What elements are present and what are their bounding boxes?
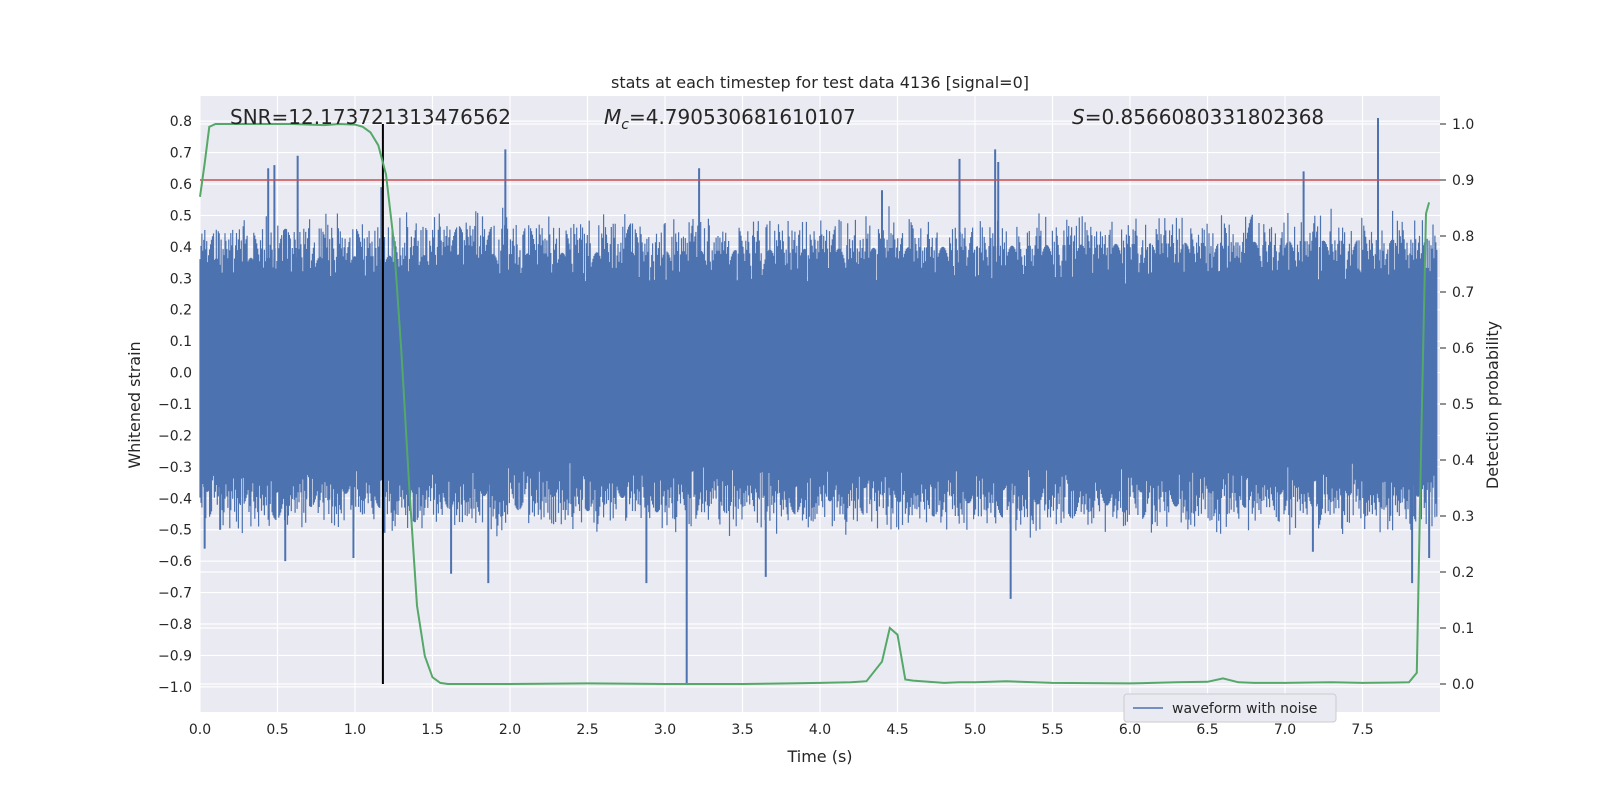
mc-symbol: M bbox=[604, 105, 621, 129]
y-right-tick-label: 0.8 bbox=[1452, 229, 1474, 245]
y-right-tick-label: 0.5 bbox=[1452, 397, 1474, 413]
mc-value: =4.790530681610107 bbox=[629, 105, 856, 129]
y-right-axis-ticks: 1.0 0.9 0.8 0.7 0.6 0.5 0.4 0.3 0.2 0.1 0.0 bbox=[1440, 117, 1474, 693]
x-tick-label: 6.5 bbox=[1196, 722, 1218, 738]
x-tick-label: 4.5 bbox=[886, 722, 908, 738]
y-right-tick-label: 0.0 bbox=[1452, 677, 1474, 693]
y-left-tick-label: −0.3 bbox=[158, 460, 192, 476]
y-left-tick-label: −0.1 bbox=[158, 397, 192, 413]
legend-label: waveform with noise bbox=[1172, 701, 1317, 717]
y-left-tick-label: 0.3 bbox=[170, 271, 192, 287]
x-tick-label: 3.5 bbox=[731, 722, 753, 738]
x-tick-label: 2.5 bbox=[576, 722, 598, 738]
x-tick-label: 5.0 bbox=[964, 722, 986, 738]
y-left-tick-label: 0.8 bbox=[170, 114, 192, 130]
x-tick-label: 5.5 bbox=[1041, 722, 1063, 738]
y-left-tick-label: 0.5 bbox=[170, 208, 192, 224]
s-value: =0.8566080331802368 bbox=[1085, 105, 1324, 129]
x-tick-label: 4.0 bbox=[809, 722, 831, 738]
chart-title: stats at each timestep for test data 413… bbox=[611, 73, 1029, 92]
y-left-tick-label: −0.5 bbox=[158, 523, 192, 539]
y-left-tick-label: −1.0 bbox=[158, 680, 192, 696]
y-left-tick-label: −0.7 bbox=[158, 586, 192, 602]
snr-annotation: SNR=12.173721313476562 bbox=[230, 105, 511, 129]
mc-annotation: Mc=4.790530681610107 bbox=[604, 105, 856, 133]
y-right-axis-label: Detection probability bbox=[1483, 321, 1502, 489]
y-right-tick-label: 0.4 bbox=[1452, 453, 1474, 469]
waveform-noise bbox=[199, 206, 1438, 538]
y-right-tick-label: 0.1 bbox=[1452, 621, 1474, 637]
x-tick-label: 6.0 bbox=[1119, 722, 1141, 738]
legend: waveform with noise bbox=[1123, 693, 1337, 723]
y-left-tick-label: 0.7 bbox=[170, 146, 192, 162]
y-left-tick-label: 0.6 bbox=[170, 177, 192, 193]
probability-series bbox=[199, 122, 1431, 685]
mc-subscript: c bbox=[621, 117, 629, 133]
legend-box bbox=[1123, 693, 1337, 723]
s-symbol: S bbox=[1072, 105, 1085, 129]
y-right-tick-label: 0.2 bbox=[1452, 565, 1474, 581]
y-right-tick-label: 0.9 bbox=[1452, 173, 1474, 189]
y-left-tick-label: 0.0 bbox=[170, 366, 192, 382]
x-axis-label: Time (s) bbox=[786, 747, 852, 766]
y-left-axis-label: Whitened strain bbox=[125, 341, 144, 468]
x-tick-label: 2.0 bbox=[499, 722, 521, 738]
y-right-tick-label: 0.6 bbox=[1452, 341, 1474, 357]
y-left-tick-label: −0.8 bbox=[158, 617, 192, 633]
y-right-tick-label: 1.0 bbox=[1452, 117, 1474, 133]
y-left-tick-label: −0.9 bbox=[158, 648, 192, 664]
y-right-tick-label: 0.3 bbox=[1452, 509, 1474, 525]
x-tick-label: 1.0 bbox=[344, 722, 366, 738]
y-right-tick-label: 0.7 bbox=[1452, 285, 1474, 301]
y-left-tick-label: 0.4 bbox=[170, 240, 192, 256]
s-annotation: S=0.8566080331802368 bbox=[1072, 105, 1324, 129]
y-left-tick-label: −0.4 bbox=[158, 491, 192, 507]
y-left-tick-label: −0.2 bbox=[158, 428, 192, 444]
x-tick-label: 7.0 bbox=[1274, 722, 1296, 738]
x-tick-label: 0.5 bbox=[266, 722, 288, 738]
x-tick-label: 0.0 bbox=[189, 722, 211, 738]
y-left-tick-label: 0.2 bbox=[170, 303, 192, 319]
x-axis-ticks: 0.0 0.5 1.0 1.5 2.0 2.5 3.0 3.5 4.0 4.5 5.0 5.5 6.0 6… bbox=[189, 722, 1374, 738]
x-tick-label: 3.0 bbox=[654, 722, 676, 738]
y-left-tick-label: 0.1 bbox=[170, 334, 192, 350]
probability-line bbox=[199, 122, 1431, 685]
waveform-series bbox=[199, 118, 1438, 684]
x-tick-label: 1.5 bbox=[421, 722, 443, 738]
y-left-axis-ticks: 0.8 0.7 0.6 0.5 0.4 0.3 0.2 0.1 0.0 −0.1 −0.2 −0.3 −… bbox=[158, 114, 192, 696]
x-tick-label: 7.5 bbox=[1351, 722, 1373, 738]
y-left-tick-label: −0.6 bbox=[158, 554, 192, 570]
